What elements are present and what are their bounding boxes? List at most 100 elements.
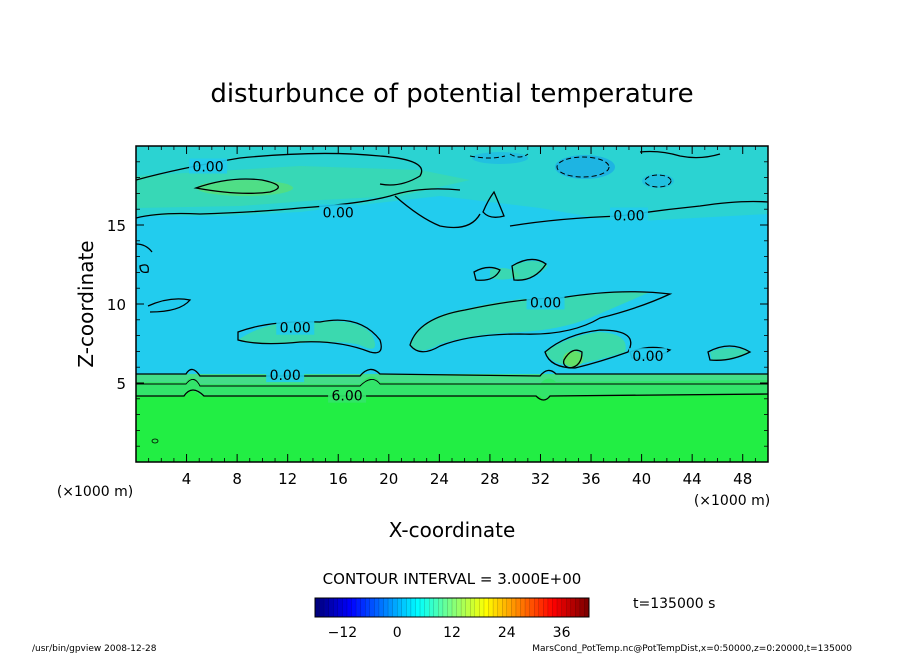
- colorbar-cell: [483, 598, 489, 617]
- colorbar-cell: [319, 598, 325, 617]
- colorbar-cell: [356, 598, 361, 617]
- colorbar-cell: [351, 598, 357, 617]
- y-axis-ticks: 5 10 15: [107, 161, 768, 447]
- colorbar-cell: [575, 598, 581, 617]
- time-label: t=135000 s: [633, 596, 715, 612]
- contour-label: 0.00: [280, 321, 311, 337]
- contour-interval-label: CONTOUR INTERVAL = 3.000E+00: [323, 570, 582, 588]
- footer-right: MarsCond_PotTemp.nc@PotTempDist,x=0:5000…: [532, 644, 852, 654]
- colorbar-cell: [570, 598, 576, 617]
- y-tick-label: 15: [107, 217, 126, 235]
- colorbar-cell: [579, 598, 585, 617]
- colorbar-cell: [506, 598, 512, 617]
- contour-label: 0.00: [270, 368, 301, 384]
- colorbar-cell: [429, 598, 435, 617]
- upper-blue-patch-1: [555, 155, 615, 179]
- contour-label-bg: [266, 367, 305, 383]
- colorbar-tick-label: 12: [443, 625, 461, 641]
- colorbar-cell: [529, 598, 535, 617]
- contour-label-bg: [609, 207, 648, 223]
- colorbar-cell: [543, 598, 549, 617]
- contour-lines: [136, 150, 768, 401]
- colorbar-cell: [360, 598, 366, 617]
- colorbar-cell: [374, 598, 380, 617]
- surface-layer: [136, 391, 768, 462]
- contour-label-bg: [628, 348, 667, 364]
- chart-title: disturbunce of potential temperature: [210, 79, 693, 109]
- colorbar-cell: [465, 598, 471, 617]
- x-unit-right: (×1000 m): [694, 493, 770, 509]
- x-tick-label: 24: [430, 470, 449, 488]
- colorbar: [314, 598, 590, 617]
- colorbar-cell: [424, 598, 430, 617]
- contour-label: 0.00: [323, 205, 354, 221]
- colorbar-cell: [365, 598, 371, 617]
- contour-label-bg: [328, 387, 367, 403]
- contour-label: 0.00: [632, 349, 663, 365]
- x-tick-label: 32: [531, 470, 550, 488]
- colorbar-cell: [388, 598, 393, 617]
- footer-left: /usr/bin/gpview 2008-12-28: [32, 644, 157, 654]
- colorbar-cell: [511, 598, 517, 617]
- upper-patch: [136, 166, 470, 208]
- colorbar-cell: [493, 598, 498, 617]
- colorbar-cell: [561, 598, 567, 617]
- contour-label: 0.00: [530, 295, 561, 311]
- colorbar-tick-label: 24: [498, 625, 516, 641]
- contour-label-bg: [276, 319, 315, 335]
- x-tick-label: 8: [232, 470, 242, 488]
- colorbar-cell: [534, 598, 540, 617]
- x-axis-label: X-coordinate: [389, 518, 516, 542]
- colorbar-cell: [470, 598, 476, 617]
- colorbar-cell: [447, 598, 453, 617]
- colorbar-cell: [346, 598, 352, 617]
- colorbar-frame: [314, 597, 590, 618]
- x-tick-label: 12: [278, 470, 297, 488]
- colorbar-cell: [378, 598, 384, 617]
- x-tick-label: 40: [632, 470, 651, 488]
- colorbar-cell: [401, 598, 407, 617]
- colorbar-cell: [584, 598, 590, 617]
- colorbar-cell: [333, 598, 339, 617]
- colorbar-cell: [315, 598, 320, 617]
- colorbar-cell: [461, 598, 466, 617]
- colorbar-cell: [342, 598, 348, 617]
- colorbar-cell: [566, 598, 572, 617]
- mid-patch-left: [238, 321, 376, 349]
- colorbar-tick-label: 0: [393, 625, 402, 641]
- colorbar-cell: [392, 598, 398, 617]
- x-tick-label: 44: [683, 470, 702, 488]
- colorbar-cell: [433, 598, 439, 617]
- colorbar-cell: [525, 598, 530, 617]
- mid-patch-center: [410, 291, 650, 351]
- y-tick-label: 5: [116, 375, 126, 393]
- colorbar-cell: [488, 598, 494, 617]
- contour-label: 0.00: [192, 160, 223, 176]
- colorbar-cell: [415, 598, 421, 617]
- contour-label-bg: [189, 158, 228, 174]
- colorbar-cell: [538, 598, 544, 617]
- colorbar-tick-label: −12: [328, 625, 358, 641]
- colorbar-cell: [383, 598, 389, 617]
- upper-blue-patch-2: [472, 152, 528, 164]
- colorbar-cell: [547, 598, 553, 617]
- colorbar-cell: [520, 598, 526, 617]
- colorbar-cell: [397, 598, 403, 617]
- x-tick-label: 36: [581, 470, 600, 488]
- colorbar-cell: [420, 598, 425, 617]
- x-axis-ticks: 4 8 12 16 20 24 28 32 36 40 44 48: [148, 146, 756, 488]
- colorbar-cell: [515, 598, 521, 617]
- x-tick-label: 20: [379, 470, 398, 488]
- contour-labels: 0.00 0.00 0.00 0.00 0.00 0.00 0.00 6.00: [189, 158, 667, 405]
- colorbar-cell: [479, 598, 485, 617]
- colorbar-cell: [474, 598, 480, 617]
- colorbar-cell: [406, 598, 412, 617]
- colorbar-cell: [328, 598, 334, 617]
- x-tick-label: 4: [182, 470, 192, 488]
- colorbar-cell: [456, 598, 462, 617]
- contour-label-bg: [319, 204, 358, 220]
- x-tick-label: 28: [480, 470, 499, 488]
- negative-contours: [469, 153, 672, 188]
- colorbar-cell: [410, 598, 416, 617]
